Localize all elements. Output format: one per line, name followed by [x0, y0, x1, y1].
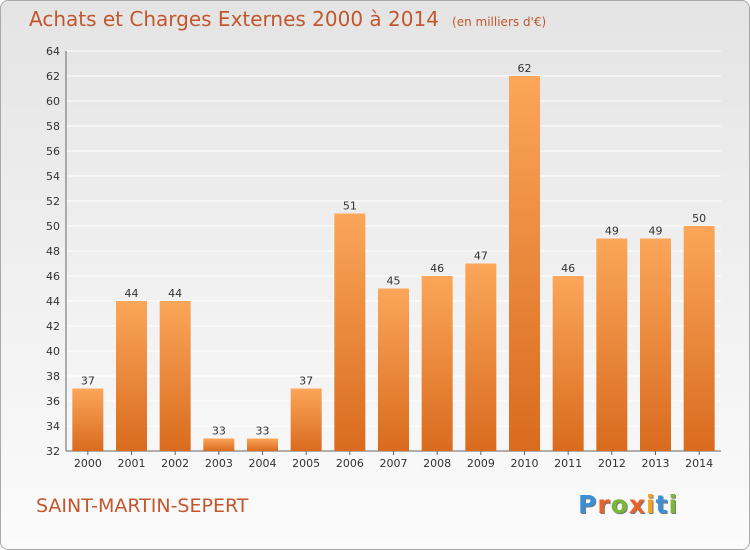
y-tick-label: 62	[46, 70, 60, 83]
logo-letter: t	[655, 490, 669, 519]
data-label: 44	[168, 287, 182, 300]
bar	[596, 238, 628, 451]
x-tick-label: 2008	[423, 457, 451, 470]
proxiti-logo: Proxiti	[578, 490, 678, 519]
y-tick-label: 46	[46, 270, 60, 283]
x-tick-label: 2005	[292, 457, 320, 470]
x-tick-label: 2010	[511, 457, 539, 470]
y-tick-label: 40	[46, 345, 60, 358]
chart-title: Achats et Charges Externes 2000 à 2014 (…	[29, 7, 546, 31]
x-tick-label: 2011	[554, 457, 582, 470]
x-tick-label: 2007	[380, 457, 408, 470]
logo-letter: i	[668, 490, 679, 519]
data-label: 47	[474, 250, 488, 263]
data-label: 33	[256, 425, 270, 438]
y-tick-label: 64	[46, 45, 60, 58]
logo-letter: o	[610, 490, 629, 519]
y-tick-label: 60	[46, 95, 60, 108]
commune-name: SAINT-MARTIN-SEPERT	[36, 495, 249, 517]
y-tick-label: 50	[46, 220, 60, 233]
x-tick-label: 2001	[118, 457, 146, 470]
x-tick-label: 2013	[642, 457, 670, 470]
data-label: 49	[649, 225, 663, 238]
bar	[203, 438, 235, 451]
x-tick-label: 2006	[336, 457, 364, 470]
bar	[378, 288, 409, 451]
y-tick-label: 32	[46, 445, 60, 458]
bar	[683, 226, 715, 451]
data-label: 46	[430, 262, 444, 275]
logo-letter: i	[646, 490, 656, 519]
data-label: 37	[299, 375, 313, 388]
y-tick-label: 52	[46, 195, 60, 208]
y-tick-label: 48	[46, 245, 60, 258]
y-tick-label: 54	[46, 170, 60, 183]
logo-letter: x	[628, 490, 646, 519]
x-tick-label: 2014	[685, 457, 713, 470]
data-label: 33	[212, 425, 226, 438]
x-tick-label: 2003	[205, 457, 233, 470]
logo-letter: P	[578, 490, 598, 519]
y-tick-label: 56	[46, 145, 60, 158]
y-tick-label: 58	[46, 120, 60, 133]
bar	[421, 276, 453, 451]
y-tick-label: 36	[46, 395, 60, 408]
bar	[465, 263, 497, 451]
x-tick-label: 2000	[74, 457, 102, 470]
data-label: 44	[125, 287, 139, 300]
data-label: 49	[605, 225, 619, 238]
data-label: 50	[692, 212, 706, 225]
bar	[290, 388, 322, 451]
logo-letter: r	[597, 490, 611, 519]
x-tick-label: 2004	[249, 457, 277, 470]
data-label: 45	[387, 275, 401, 288]
bar	[116, 301, 147, 451]
chart-title-unit: (en milliers d'€)	[452, 15, 547, 29]
bar	[552, 276, 584, 451]
chart-title-main: Achats et Charges Externes 2000 à 2014	[29, 7, 439, 31]
bar	[159, 301, 191, 451]
x-tick-label: 2009	[467, 457, 495, 470]
bar	[509, 76, 540, 451]
y-tick-label: 44	[46, 295, 60, 308]
data-label: 62	[518, 62, 532, 75]
bar	[247, 438, 278, 451]
data-label: 37	[81, 375, 95, 388]
data-label: 46	[561, 262, 575, 275]
x-tick-label: 2012	[598, 457, 626, 470]
bar	[72, 388, 104, 451]
bar	[640, 238, 671, 451]
data-label: 51	[343, 200, 357, 213]
y-tick-label: 42	[46, 320, 60, 333]
y-tick-label: 38	[46, 370, 60, 383]
bar	[334, 213, 366, 451]
y-tick-label: 34	[46, 420, 60, 433]
x-tick-label: 2002	[161, 457, 189, 470]
